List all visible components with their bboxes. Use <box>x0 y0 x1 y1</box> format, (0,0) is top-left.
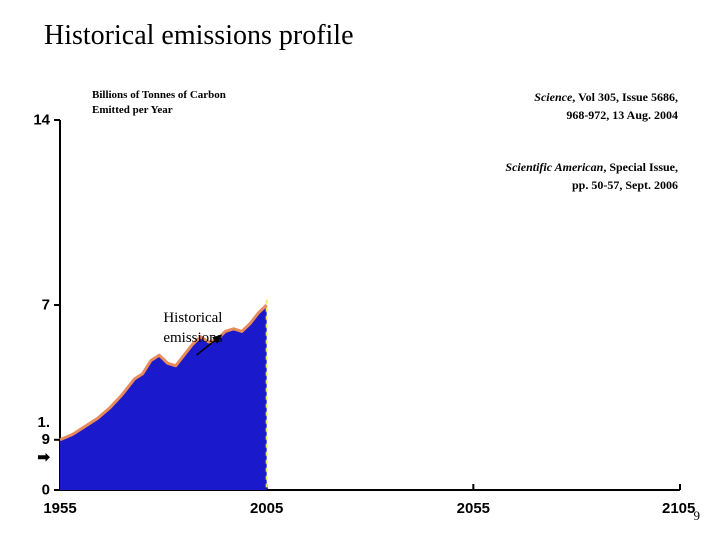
series-label: Historical emissions <box>163 308 222 349</box>
y-tick-label: 7 <box>42 297 50 314</box>
y-tick-label: 14 <box>33 112 50 129</box>
slide: Historical emissions profile Billions of… <box>0 0 720 540</box>
y-tick-label: 0 <box>42 482 50 499</box>
y-tick-label: 1. 9 ➡ <box>37 414 50 466</box>
series-label-line1: Historical <box>163 310 222 326</box>
y-axis-title-line2: Emitted per Year <box>92 104 173 116</box>
series-label-line2: emissions <box>163 330 222 346</box>
page-title: Historical emissions profile <box>44 20 354 52</box>
x-tick-label: 2005 <box>250 500 283 517</box>
y-axis-title-line1: Billions of Tonnes of Carbon <box>92 89 226 101</box>
citation-science-journal: Science <box>534 90 572 104</box>
citation-science-vol: , Vol 305, Issue 5686, <box>572 90 678 104</box>
citation-science: Science, Vol 305, Issue 5686, 968-972, 1… <box>534 88 678 124</box>
y-axis-title: Billions of Tonnes of Carbon Emitted per… <box>92 88 226 118</box>
page-number: 9 <box>694 508 701 524</box>
x-tick-label: 2105 <box>662 500 695 517</box>
x-tick-label: 1955 <box>43 500 76 517</box>
x-tick-label: 2055 <box>457 500 490 517</box>
emissions-chart: 1471. 9 ➡01955200520552105Historicalemis… <box>60 120 680 490</box>
chart-svg <box>60 120 680 490</box>
